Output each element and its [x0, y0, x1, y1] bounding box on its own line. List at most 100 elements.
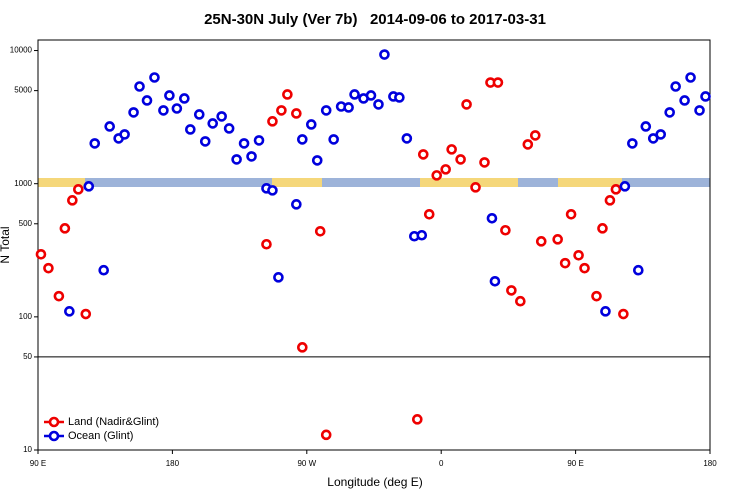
data-point — [640, 121, 652, 132]
data-point — [67, 195, 78, 206]
data-point — [627, 138, 638, 149]
data-point — [64, 306, 75, 317]
data-point — [320, 105, 332, 116]
data-point — [273, 272, 284, 283]
data-point — [618, 308, 629, 320]
data-point — [216, 111, 227, 122]
data-point — [446, 144, 457, 155]
data-point — [565, 209, 577, 220]
data-point — [253, 135, 265, 146]
data-point — [185, 124, 196, 135]
data-point — [199, 136, 211, 147]
x-tick-label: 90 E — [567, 459, 583, 468]
data-point — [282, 89, 293, 100]
data-point — [119, 129, 130, 140]
data-point — [479, 157, 490, 168]
data-point — [529, 130, 541, 141]
y-tick-label: 100 — [19, 312, 33, 321]
data-point — [98, 264, 110, 276]
data-point — [291, 199, 302, 210]
y-tick-label: 50 — [23, 352, 32, 361]
data-point — [440, 164, 451, 175]
data-point — [591, 290, 602, 302]
legend-label: Land (Nadir&Glint) — [68, 416, 159, 428]
x-tick-label: 0 — [439, 459, 444, 468]
data-point — [311, 155, 323, 166]
data-point — [417, 149, 429, 160]
data-point — [267, 116, 278, 127]
legend-marker — [48, 416, 60, 428]
data-point — [73, 184, 84, 195]
data-point — [486, 212, 498, 224]
data-point — [314, 226, 326, 237]
data-point — [320, 429, 332, 441]
data-point — [470, 182, 481, 193]
x-axis-label: Longitude (deg E) — [327, 475, 422, 489]
data-point — [179, 93, 190, 104]
data-point — [80, 308, 92, 320]
y-tick-label: 10000 — [10, 46, 33, 55]
data-point — [535, 236, 547, 247]
x-tick-label: 90 W — [297, 459, 316, 468]
data-point — [164, 90, 175, 101]
data-point — [416, 229, 428, 241]
data-point — [297, 134, 308, 145]
data-point — [373, 99, 384, 110]
data-point — [141, 95, 153, 106]
data-point — [559, 257, 571, 269]
y-tick-label: 1000 — [14, 179, 32, 188]
data-point — [633, 264, 644, 276]
legend-label: Ocean (Glint) — [68, 430, 133, 442]
y-axis-label: N Total — [0, 226, 12, 263]
data-point — [431, 170, 443, 181]
data-point — [489, 275, 501, 287]
data-point — [379, 49, 390, 60]
data-point — [207, 118, 219, 129]
data-point — [53, 290, 65, 302]
data-point — [600, 306, 611, 317]
data-point — [328, 134, 339, 145]
y-tick-label: 500 — [19, 219, 33, 228]
data-point — [455, 154, 466, 165]
data-point — [401, 133, 413, 144]
map-strip — [38, 178, 710, 187]
data-point — [664, 107, 675, 118]
data-point — [655, 129, 667, 140]
data-point — [134, 81, 145, 92]
data-point — [149, 72, 160, 83]
data-point — [506, 285, 517, 296]
data-point — [694, 105, 705, 116]
data-point — [297, 342, 308, 353]
data-point — [412, 414, 423, 425]
data-point — [579, 262, 590, 274]
chart-title: 25N-30N July (Ver 7b) 2014-09-06 to 2017… — [204, 11, 546, 28]
data-point — [238, 138, 250, 149]
legend-marker — [48, 430, 60, 442]
data-point — [670, 81, 681, 92]
x-tick-label: 180 — [166, 459, 180, 468]
data-point — [515, 295, 526, 307]
data-point — [423, 209, 435, 220]
data-point — [305, 119, 317, 130]
data-point — [83, 181, 95, 192]
data-point — [365, 90, 377, 101]
data-point — [461, 99, 472, 110]
data-point — [500, 224, 511, 236]
data-point — [193, 109, 205, 120]
plot-frame — [37, 39, 711, 451]
y-tick-label: 10 — [23, 445, 32, 454]
data-point — [685, 72, 696, 83]
data-point — [128, 107, 139, 118]
x-tick-label: 90 E — [30, 459, 46, 468]
data-point — [35, 248, 47, 260]
data-point — [619, 181, 631, 192]
data-point — [43, 262, 54, 274]
data-point — [492, 77, 504, 88]
data-point — [246, 151, 257, 162]
data-point — [573, 249, 584, 261]
data-point — [223, 123, 235, 134]
data-point — [597, 223, 608, 234]
data-point — [604, 195, 616, 206]
y-tick-label: 5000 — [14, 86, 32, 95]
